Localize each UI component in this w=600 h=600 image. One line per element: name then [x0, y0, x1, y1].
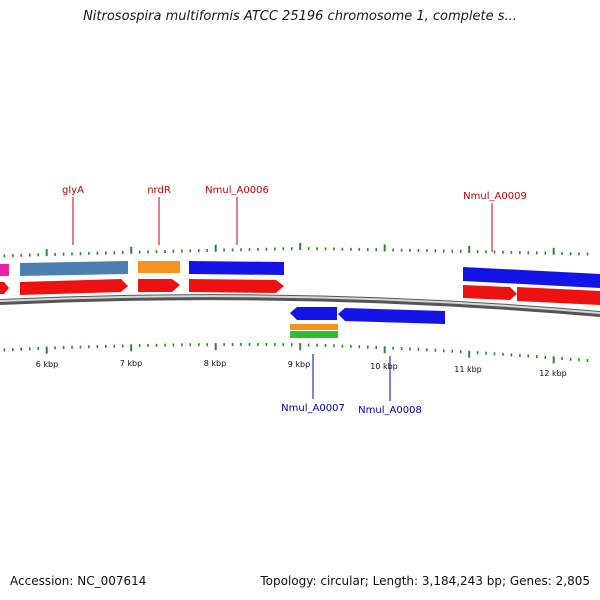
gene-green-lower — [290, 331, 338, 338]
cds-arrow — [463, 285, 517, 300]
chromosome-backbone — [0, 294, 600, 317]
gene-label-Nmul_A0008[interactable]: Nmul_A0008 — [358, 405, 422, 416]
gene-label-Nmul_A0006[interactable]: Nmul_A0006 — [205, 185, 269, 196]
cds-arrow — [517, 287, 600, 305]
gene-orange-lower — [290, 324, 338, 330]
accession-text: Accession: NC_007614 — [10, 574, 147, 588]
gene-Nmul_A0009[interactable] — [463, 267, 600, 288]
chromosome-backbone-highlight — [0, 295, 600, 314]
outer-tick-ring — [3, 243, 589, 258]
label-leaders-top — [72, 197, 493, 252]
tick-label: 7 kbp — [120, 359, 142, 368]
cds-arrow — [189, 279, 284, 293]
tick-label: 11 kbp — [454, 365, 482, 374]
gene-labels-bottom: Nmul_A0007 Nmul_A0008 — [281, 403, 422, 416]
cds-arrow — [138, 279, 180, 292]
gene-label-glyA[interactable]: glyA — [62, 185, 84, 196]
cds-arrow — [20, 279, 128, 295]
gene-labels-top: glyA nrdR Nmul_A0006 Nmul_A0009 — [62, 185, 527, 202]
genome-stats-text: Topology: circular; Length: 3,184,243 bp… — [260, 574, 590, 588]
tick-label: 8 kbp — [204, 359, 226, 368]
gene-label-Nmul_A0009[interactable]: Nmul_A0009 — [463, 191, 527, 202]
gene-label-Nmul_A0007[interactable]: Nmul_A0007 — [281, 403, 345, 414]
kbp-tick-labels: 6 kbp 7 kbp 8 kbp 9 kbp 10 kbp 11 kbp 12… — [36, 359, 567, 378]
gene-glyA[interactable] — [20, 261, 128, 276]
tick-label: 6 kbp — [36, 360, 58, 369]
tick-label: 12 kbp — [539, 369, 567, 378]
gene-label-nrdR[interactable]: nrdR — [147, 185, 171, 196]
gene-Nmul_A0006[interactable] — [189, 261, 284, 275]
gene-magenta-partial — [0, 264, 9, 276]
gene-Nmul_A0007[interactable] — [290, 307, 337, 320]
tick-label: 9 kbp — [288, 360, 310, 369]
cds-arrow — [0, 282, 9, 294]
inner-tick-ring — [3, 343, 589, 364]
label-leaders-bottom — [312, 354, 391, 401]
tick-label: 10 kbp — [370, 362, 398, 371]
gene-nrdR[interactable] — [138, 261, 180, 273]
map-title: Nitrosospira multiformis ATCC 25196 chro… — [83, 9, 517, 24]
gene-Nmul_A0008[interactable] — [338, 308, 445, 324]
